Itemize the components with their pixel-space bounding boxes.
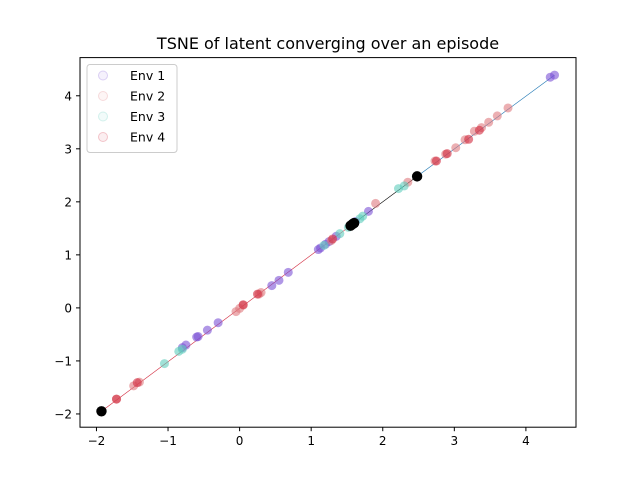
data-point [267,281,277,291]
y-tick-label: 3 [64,142,72,156]
y-tick-label: −2 [54,407,72,421]
x-tick-label: 2 [379,434,387,448]
data-point [484,117,494,127]
y-tick-label: 0 [64,301,72,315]
data-point [451,143,461,153]
data-point [274,275,284,285]
data-point [202,325,212,335]
data-point [431,156,441,166]
legend-marker [98,91,108,101]
data-point [503,103,513,113]
plot-frame [79,57,577,428]
data-point [328,234,338,244]
legend-marker [98,132,108,142]
data-point [177,344,187,354]
legend-marker [98,111,108,122]
highlight-point [347,218,358,230]
data-point [238,300,248,310]
legend-label: Env 2 [130,89,165,104]
legend-label: Env 1 [130,68,165,83]
legend-label: Env 3 [130,109,165,124]
x-tick-label: 0 [236,434,244,448]
data-point [442,149,452,159]
data-point [474,125,484,135]
highlight-point [411,171,423,182]
y-tick-label: 4 [64,89,72,103]
data-point [371,198,381,208]
data-point [399,181,409,191]
legend-box [86,64,178,153]
data-point [550,70,560,80]
data-point [159,359,169,369]
highlight-point [96,406,107,417]
data-point [213,318,223,328]
y-tick-label: −1 [54,354,72,368]
data-point [464,134,474,144]
data-point [112,394,122,404]
chart-title: TSNE of latent converging over an episod… [156,34,499,53]
x-tick-label: 3 [451,434,459,448]
x-tick-label: −1 [159,434,177,448]
x-tick-label: −2 [88,434,106,448]
legend-label: Env 4 [130,130,165,145]
y-tick-label: 2 [64,195,72,209]
data-point [193,332,203,342]
data-point [319,240,329,250]
data-point [335,229,345,239]
data-point [283,267,293,277]
data-point [132,378,142,388]
legend: Env 1 Env 2 Env 3 Env 4 [86,64,178,153]
data-point [492,111,502,121]
x-tick-label: 4 [522,434,530,448]
y-tick-label: 1 [64,248,72,262]
data-point [253,289,263,299]
x-tick-label: 1 [307,434,315,448]
data-point [358,211,368,221]
legend-marker [98,70,108,81]
